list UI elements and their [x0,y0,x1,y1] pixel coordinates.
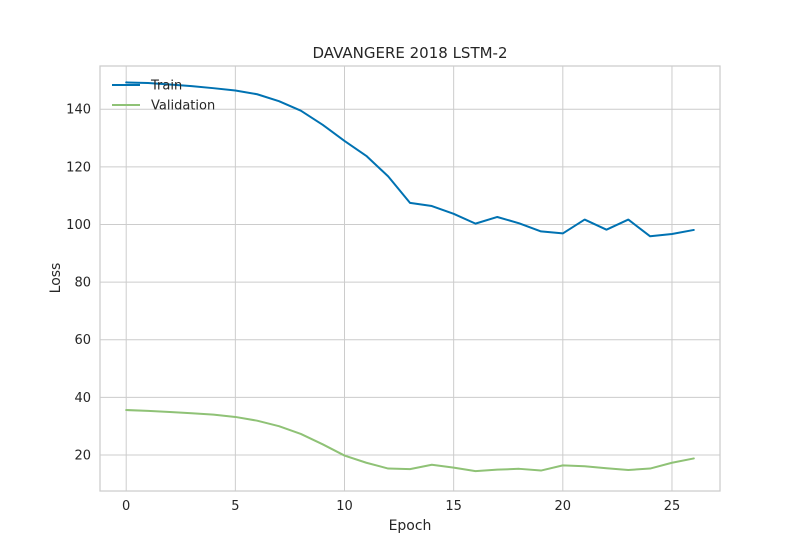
series-line-validation [125,409,695,473]
x-tick-label: 0 [122,499,130,514]
y-tick-label: 100 [66,218,91,233]
x-axis-label: Epoch [389,518,432,534]
x-tick-label: 10 [336,499,353,514]
legend-entry-train: Train [150,79,182,94]
legend: Train Validation [112,79,215,114]
tick-labels: 0 5 10 15 20 25 20 40 60 80 100 120 140 [66,103,680,514]
x-tick-label: 20 [555,499,572,514]
y-tick-label: 20 [74,448,91,463]
grid [100,66,720,491]
y-tick-label: 120 [66,160,91,175]
x-tick-label: 5 [231,499,239,514]
y-tick-label: 40 [74,391,91,406]
plot-frame [99,65,721,492]
legend-entry-validation: Validation [151,99,215,114]
y-tick-label: 140 [66,103,91,118]
chart-title: DAVANGERE 2018 LSTM-2 [312,44,507,62]
series-line-train [125,81,695,238]
x-tick-label: 15 [445,499,462,514]
series-lines [125,81,695,473]
x-tick-label: 25 [664,499,681,514]
y-tick-label: 80 [74,276,91,291]
y-tick-label: 60 [74,333,91,348]
y-axis-label: Loss [48,263,64,294]
